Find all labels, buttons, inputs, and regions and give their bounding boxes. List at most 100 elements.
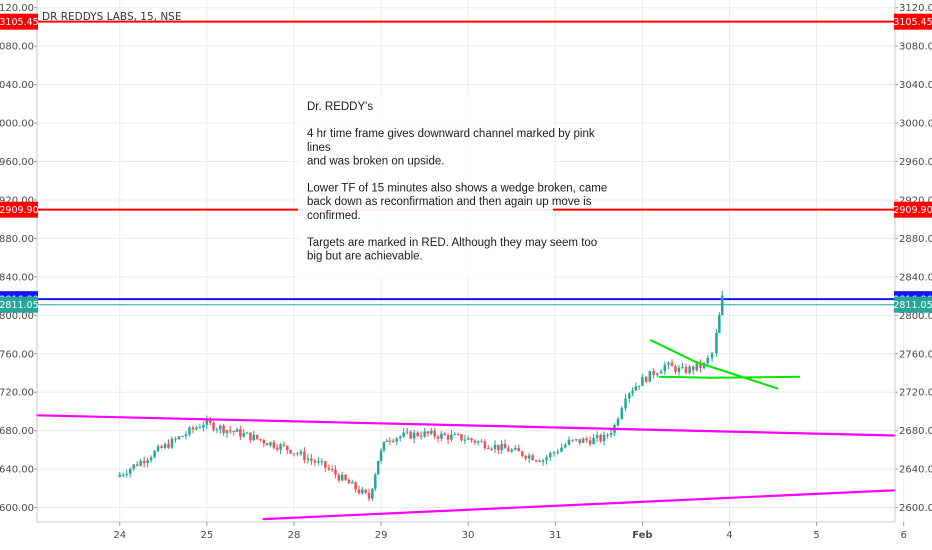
candle-body[interactable] [306,458,310,461]
candle-body[interactable] [286,445,289,451]
candle-body[interactable] [357,489,361,494]
candle-body[interactable] [556,451,560,453]
candle-body[interactable] [412,432,416,439]
candle-body[interactable] [500,443,503,451]
candle-body[interactable] [624,398,627,409]
candle-body[interactable] [416,432,419,436]
candle-body[interactable] [398,436,402,439]
candle-body[interactable] [453,434,457,436]
symbol-title[interactable]: DR REDDYS LABS, 15, NSE [42,11,181,23]
candle-body[interactable] [188,427,191,435]
candle-body[interactable] [648,370,652,382]
candle-body[interactable] [641,376,644,386]
candle-body[interactable] [219,425,222,430]
candle-body[interactable] [255,434,259,439]
candle-body[interactable] [560,447,563,452]
candle-body[interactable] [163,443,167,448]
candle-body[interactable] [631,390,634,394]
candle-body[interactable] [510,449,513,452]
candle-body[interactable] [578,439,581,443]
candle-body[interactable] [549,453,552,458]
candle-body[interactable] [289,450,292,454]
candle-body[interactable] [552,452,556,454]
candle-body[interactable] [684,367,688,373]
trendlines[interactable] [35,339,897,521]
candle-body[interactable] [695,363,699,371]
candle-body[interactable] [215,429,219,431]
candle-body[interactable] [282,444,286,446]
candle-body[interactable] [718,314,721,334]
candle-body[interactable] [706,357,709,364]
candle-body[interactable] [265,443,269,446]
candle-body[interactable] [443,433,446,436]
candle-body[interactable] [212,422,215,430]
candle-body[interactable] [563,444,567,448]
candle-body[interactable] [371,488,374,499]
candle-body[interactable] [628,393,631,399]
candle-body[interactable] [205,419,209,425]
candle-body[interactable] [330,469,334,471]
candle-body[interactable] [652,370,655,376]
candle-body[interactable] [409,431,412,439]
candle-body[interactable] [513,447,517,450]
candle-body[interactable] [476,441,480,443]
candle-body[interactable] [541,460,545,462]
candle-body[interactable] [310,458,313,461]
candle-body[interactable] [382,441,386,451]
candle-body[interactable] [720,295,724,315]
candle-body[interactable] [450,434,453,440]
candle-body[interactable] [517,447,520,452]
candle-body[interactable] [466,438,470,440]
candle-body[interactable] [571,439,574,441]
candle-body[interactable] [567,439,571,445]
candle-body[interactable] [388,440,392,442]
candle-body[interactable] [174,438,177,440]
candle-body[interactable] [581,438,585,443]
candle-body[interactable] [364,489,367,493]
candle-body[interactable] [592,437,595,445]
candle-body[interactable] [222,425,225,434]
candle-body[interactable] [588,440,592,445]
candle-body[interactable] [347,479,351,484]
candle-body[interactable] [423,431,426,437]
candle-body[interactable] [135,464,139,466]
right-price-axis[interactable]: 2600.00 2640.00 2680.00 2720.00 2760.00 2800.… [894,0,932,522]
candle-body[interactable] [507,448,510,452]
candle-body[interactable] [160,446,163,448]
candle-body[interactable] [320,461,324,463]
candle-body[interactable] [710,353,714,358]
candle-body[interactable] [121,474,125,476]
candle-body[interactable] [595,435,599,438]
candle-body[interactable] [436,436,440,439]
candle-body[interactable] [663,364,667,372]
candle-body[interactable] [430,430,433,434]
candle-body[interactable] [299,451,303,454]
candle-body[interactable] [497,444,500,451]
candle-body[interactable] [674,366,677,372]
candle-body[interactable] [337,474,341,481]
candle-body[interactable] [132,464,135,469]
candle-body[interactable] [367,492,371,499]
candle-body[interactable] [487,448,490,450]
candle-body[interactable] [480,441,483,443]
candle-body[interactable] [146,460,149,464]
candle-body[interactable] [677,367,681,372]
candle-body[interactable] [402,432,405,437]
candle-body[interactable] [616,418,620,426]
candle-body[interactable] [239,429,242,437]
candle-body[interactable] [688,366,691,373]
candle-body[interactable] [644,376,648,382]
candle-body[interactable] [275,447,279,450]
candle-body[interactable] [463,439,467,441]
trendline-wedge-upper[interactable] [650,339,779,390]
candle-body[interactable] [392,441,395,443]
candle-body[interactable] [167,443,170,448]
candle-body[interactable] [490,448,493,450]
candle-body[interactable] [493,444,497,450]
candle-body[interactable] [545,457,548,461]
candle-body[interactable] [691,366,695,371]
candle-body[interactable] [354,482,357,490]
candle-body[interactable] [483,441,487,449]
candle-body[interactable] [620,408,624,419]
candle-body[interactable] [361,489,364,494]
